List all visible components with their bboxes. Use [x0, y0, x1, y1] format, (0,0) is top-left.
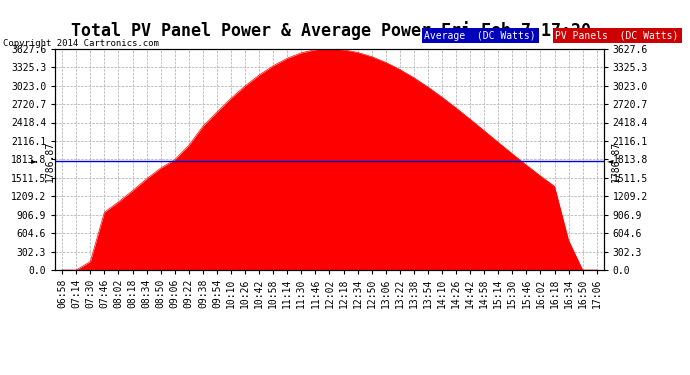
Text: PV Panels  (DC Watts): PV Panels (DC Watts) [555, 31, 679, 40]
Text: Average  (DC Watts): Average (DC Watts) [424, 31, 536, 40]
Text: 1786.87: 1786.87 [46, 141, 55, 182]
Text: Copyright 2014 Cartronics.com: Copyright 2014 Cartronics.com [3, 39, 159, 48]
Text: 1786.87: 1786.87 [611, 141, 621, 182]
Text: ◄: ◄ [607, 156, 613, 165]
Text: Total PV Panel Power & Average Power Fri Feb 7 17:20: Total PV Panel Power & Average Power Fri… [71, 21, 591, 40]
Text: ►: ► [31, 156, 37, 165]
